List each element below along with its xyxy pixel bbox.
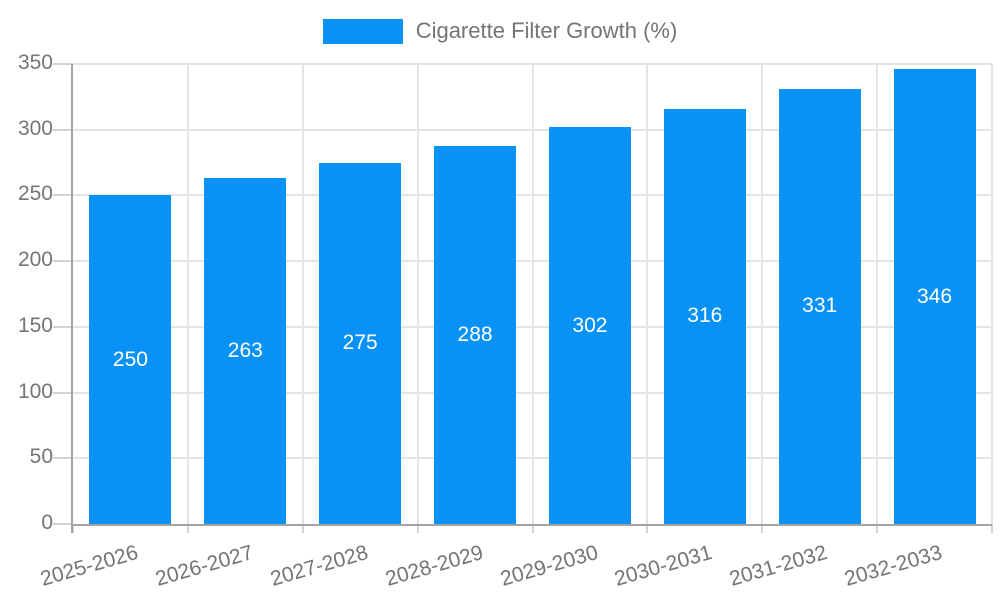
x-tick-1 [186, 524, 189, 533]
y-tick-label-100: 100 [17, 379, 53, 403]
y-tick-0 [53, 523, 73, 525]
x-tick-3 [416, 524, 419, 533]
gridline-v-4 [531, 64, 534, 524]
x-tick-5 [646, 524, 649, 533]
x-tick-7 [876, 524, 879, 533]
y-tick-label-350: 350 [17, 51, 53, 75]
y-axis-line [71, 64, 73, 533]
y-tick-label-50: 50 [29, 445, 53, 469]
bar-2031-2032[interactable] [778, 88, 861, 524]
bar-2030-2031[interactable] [663, 108, 746, 524]
bar-2025-2026[interactable] [89, 195, 172, 524]
x-tick-label-2025-2026: 2025-2026 [37, 541, 141, 591]
y-tick-50 [53, 457, 73, 460]
x-tick-label-2028-2029: 2028-2029 [382, 541, 486, 591]
bar-value-label-2032-2033: 346 [917, 284, 953, 308]
x-tick-4 [531, 524, 534, 533]
x-tick-8 [991, 524, 993, 533]
y-tick-label-150: 150 [17, 313, 53, 337]
y-tick-300 [53, 128, 73, 131]
bar-2032-2033[interactable] [893, 69, 976, 524]
legend-swatch[interactable] [322, 18, 403, 44]
gridline-v-7 [876, 64, 879, 524]
bar-2026-2027[interactable] [204, 178, 287, 524]
y-tick-250 [53, 194, 73, 197]
x-axis-line [71, 524, 992, 526]
y-tick-200 [53, 260, 73, 263]
bar-2028-2029[interactable] [434, 145, 517, 524]
gridline-v-8 [991, 64, 993, 524]
x-tick-label-2032-2033: 2032-2033 [842, 541, 945, 591]
x-tick-label-2029-2030: 2029-2030 [497, 541, 601, 591]
y-tick-150 [53, 325, 73, 328]
y-tick-label-300: 300 [17, 116, 53, 140]
y-tick-label-0: 0 [41, 511, 53, 535]
x-tick-0 [72, 524, 74, 533]
bar-value-label-2030-2031: 316 [687, 304, 723, 328]
x-tick-label-2027-2028: 2027-2028 [267, 541, 371, 591]
y-tick-350 [53, 63, 73, 65]
gridline-v-1 [186, 64, 189, 524]
plot-area: 0 50 100 150 200 250 300 350 250 2025-2026 263 2026… [18, 51, 993, 591]
bar-value-label-2031-2032: 331 [802, 294, 838, 318]
gridline-v-5 [646, 64, 649, 524]
bar-2029-2030[interactable] [548, 127, 631, 524]
bar-value-label-2028-2029: 288 [457, 322, 493, 346]
x-tick-2 [301, 524, 304, 533]
x-tick-label-2030-2031: 2030-2031 [612, 541, 716, 591]
gridline-v-2 [301, 64, 304, 524]
y-tick-label-200: 200 [17, 248, 53, 272]
gridline-v-6 [761, 64, 764, 524]
bar-value-label-2026-2027: 263 [227, 339, 263, 363]
bar-value-label-2025-2026: 250 [112, 347, 148, 371]
x-tick-label-2031-2032: 2031-2032 [727, 541, 831, 591]
x-tick-6 [761, 524, 764, 533]
legend-label[interactable]: Cigarette Filter Growth (%) [415, 18, 678, 43]
gridline-v-3 [416, 64, 419, 524]
y-tick-label-250: 250 [17, 182, 53, 206]
y-tick-100 [53, 391, 73, 394]
x-tick-label-2026-2027: 2026-2027 [152, 541, 256, 591]
bar-2027-2028[interactable] [319, 162, 402, 524]
bar-value-label-2027-2028: 275 [342, 331, 378, 355]
bar-value-label-2029-2030: 302 [572, 313, 608, 337]
legend: Cigarette Filter Growth (%) [0, 18, 1000, 44]
